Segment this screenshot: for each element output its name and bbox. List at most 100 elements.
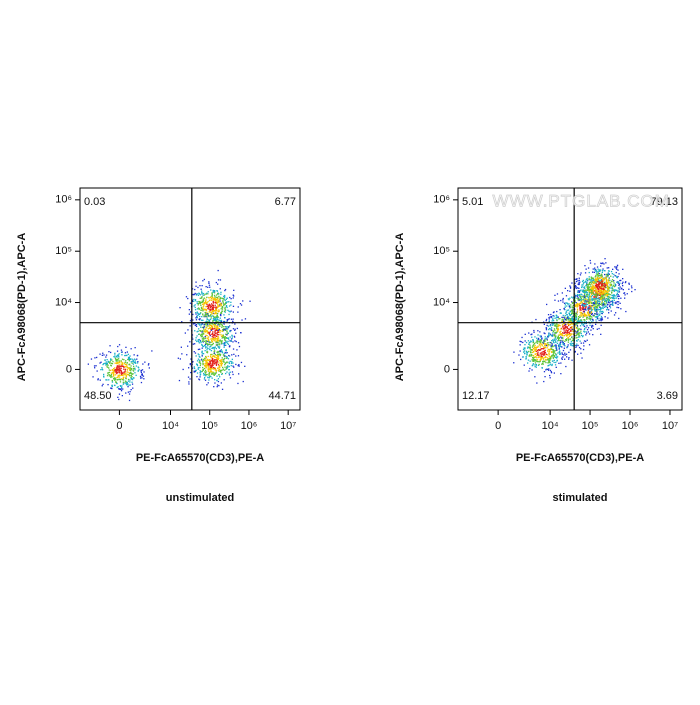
event-dot bbox=[555, 347, 557, 349]
event-dot bbox=[584, 315, 586, 318]
event-dot bbox=[569, 334, 571, 336]
event-dot bbox=[202, 358, 205, 361]
event-dot bbox=[214, 320, 216, 322]
event-dot bbox=[580, 298, 582, 300]
event-dot bbox=[198, 300, 200, 303]
event-dot bbox=[580, 315, 583, 317]
event-dot bbox=[218, 298, 220, 301]
event-dot bbox=[615, 267, 617, 269]
event-dot bbox=[592, 292, 594, 294]
event-dot bbox=[519, 350, 521, 352]
event-dot bbox=[563, 302, 566, 304]
event-dot bbox=[179, 358, 181, 360]
event-dot bbox=[579, 307, 581, 309]
event-dot bbox=[567, 333, 569, 336]
event-dot bbox=[219, 340, 221, 342]
event-dot bbox=[197, 307, 200, 309]
event-dot bbox=[551, 334, 554, 336]
event-dot bbox=[216, 296, 219, 299]
event-dot bbox=[610, 284, 612, 287]
event-dot bbox=[544, 343, 546, 345]
event-dot bbox=[590, 308, 592, 310]
event-dot bbox=[210, 324, 213, 327]
event-dot bbox=[614, 302, 616, 304]
event-dot bbox=[564, 340, 566, 342]
event-dot bbox=[602, 307, 604, 310]
event-dot bbox=[563, 316, 565, 318]
event-dot bbox=[205, 306, 207, 308]
event-dot bbox=[141, 373, 143, 375]
event-dot bbox=[589, 318, 592, 320]
event-dot bbox=[557, 352, 559, 354]
event-dot bbox=[609, 294, 611, 296]
event-dot bbox=[617, 303, 619, 306]
event-dot bbox=[206, 325, 209, 327]
event-dot bbox=[591, 290, 593, 292]
event-dot bbox=[207, 355, 209, 358]
event-dot bbox=[208, 368, 210, 370]
event-dot bbox=[572, 345, 575, 347]
event-dot bbox=[142, 363, 144, 365]
event-dot bbox=[534, 360, 536, 362]
event-dot bbox=[582, 348, 585, 351]
event-dot bbox=[577, 305, 579, 308]
event-dot bbox=[214, 299, 217, 302]
event-dot bbox=[123, 362, 126, 364]
event-dot bbox=[585, 307, 587, 309]
event-dot bbox=[94, 367, 96, 369]
event-dot bbox=[569, 342, 571, 345]
event-dot bbox=[589, 281, 591, 284]
event-dot bbox=[578, 294, 580, 297]
event-dot bbox=[569, 314, 571, 316]
event-dot bbox=[565, 326, 567, 329]
event-dot bbox=[584, 265, 586, 267]
event-dot bbox=[217, 339, 219, 341]
event-dot bbox=[224, 294, 226, 297]
event-dot bbox=[564, 323, 566, 326]
event-dot bbox=[214, 379, 216, 381]
event-dot bbox=[220, 293, 222, 295]
event-dot bbox=[608, 312, 610, 314]
event-dot bbox=[199, 315, 201, 318]
event-dot bbox=[621, 287, 623, 289]
event-dot bbox=[115, 370, 117, 372]
event-dot bbox=[206, 373, 208, 376]
event-dot bbox=[131, 381, 133, 383]
event-dot bbox=[588, 295, 591, 298]
event-dot bbox=[103, 373, 105, 376]
event-dot bbox=[586, 282, 588, 284]
event-dot bbox=[222, 366, 224, 369]
event-dot bbox=[190, 371, 192, 374]
event-dot bbox=[210, 360, 212, 362]
event-dot bbox=[224, 339, 226, 341]
event-dot bbox=[616, 292, 618, 294]
event-dot bbox=[212, 368, 215, 370]
event-dot bbox=[231, 358, 233, 360]
event-dot bbox=[202, 294, 204, 296]
event-dot bbox=[542, 348, 544, 350]
event-dot bbox=[598, 283, 600, 285]
event-dot bbox=[97, 378, 99, 380]
event-dot bbox=[592, 304, 595, 306]
event-dot bbox=[203, 294, 206, 296]
event-dot bbox=[207, 315, 210, 317]
event-dot bbox=[576, 295, 579, 297]
event-dot bbox=[213, 337, 216, 340]
event-dot bbox=[131, 376, 133, 378]
event-dot bbox=[588, 293, 590, 295]
event-dot bbox=[208, 332, 211, 334]
event-dot bbox=[203, 297, 205, 299]
event-dot bbox=[548, 318, 550, 320]
event-dot bbox=[205, 331, 207, 333]
event-dot bbox=[519, 340, 521, 342]
event-dot bbox=[537, 364, 540, 366]
event-dot bbox=[240, 332, 242, 334]
event-dot bbox=[612, 285, 614, 287]
event-dot bbox=[613, 282, 615, 284]
event-dot bbox=[199, 285, 201, 287]
event-dot bbox=[595, 274, 597, 277]
event-dot bbox=[221, 330, 223, 332]
event-dot bbox=[205, 286, 207, 288]
event-dot bbox=[564, 354, 566, 356]
event-dot bbox=[613, 314, 616, 316]
